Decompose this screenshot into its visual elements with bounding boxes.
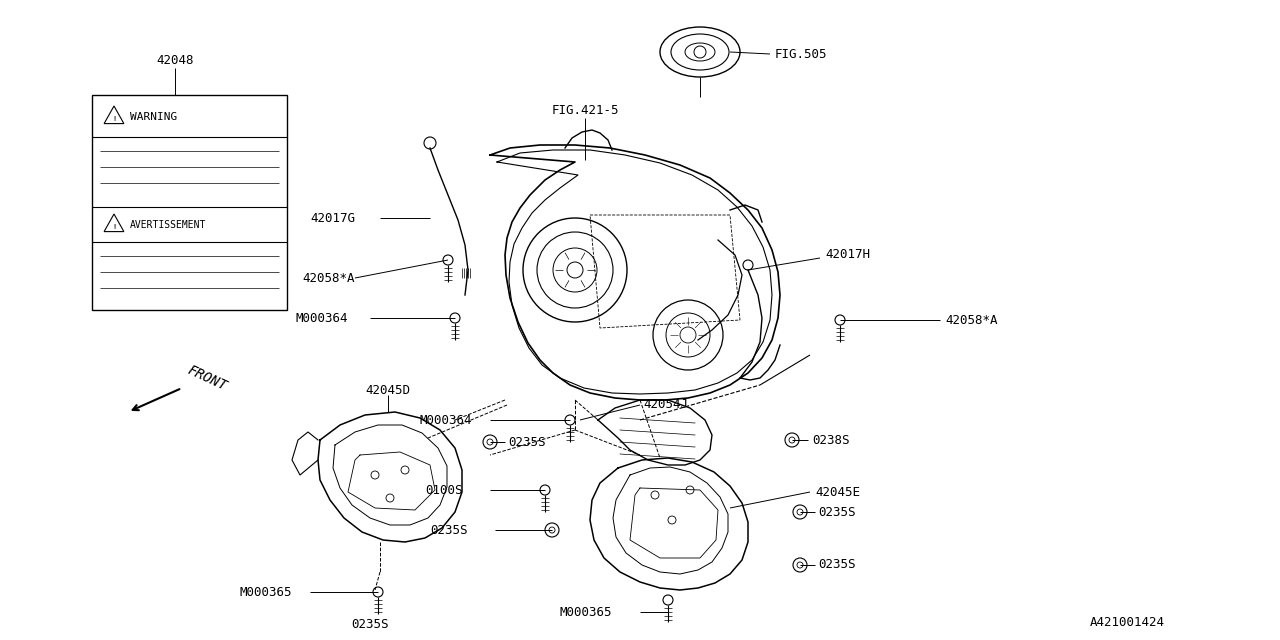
- Text: 42058*A: 42058*A: [302, 271, 355, 285]
- Text: 0235S: 0235S: [818, 559, 855, 572]
- Text: 42017H: 42017H: [826, 248, 870, 262]
- Text: M000364: M000364: [294, 312, 347, 324]
- Text: 42045D: 42045D: [366, 383, 411, 397]
- Text: 0235S: 0235S: [818, 506, 855, 518]
- Text: 42054J: 42054J: [643, 399, 689, 412]
- Text: 42058*A: 42058*A: [945, 314, 997, 326]
- Text: M000364: M000364: [420, 413, 472, 426]
- Text: A421001424: A421001424: [1091, 616, 1165, 628]
- Text: 0238S: 0238S: [812, 433, 850, 447]
- Text: FIG.505: FIG.505: [774, 47, 827, 61]
- Text: 42048: 42048: [156, 54, 193, 67]
- Text: AVERTISSEMENT: AVERTISSEMENT: [131, 220, 206, 230]
- Text: WARNING: WARNING: [131, 112, 177, 122]
- Text: 0235S: 0235S: [508, 435, 545, 449]
- Text: 0100S: 0100S: [425, 483, 462, 497]
- Text: !: !: [111, 224, 116, 230]
- Text: 0235S: 0235S: [430, 524, 467, 536]
- Bar: [92, 95, 287, 310]
- Text: 42045E: 42045E: [815, 486, 860, 499]
- Text: FRONT: FRONT: [186, 363, 229, 393]
- Text: 0235S: 0235S: [351, 618, 389, 632]
- Text: M000365: M000365: [561, 605, 613, 618]
- Text: !: !: [111, 116, 116, 122]
- Text: M000365: M000365: [241, 586, 293, 598]
- Text: 42017G: 42017G: [310, 211, 355, 225]
- Text: FIG.421-5: FIG.421-5: [552, 104, 618, 116]
